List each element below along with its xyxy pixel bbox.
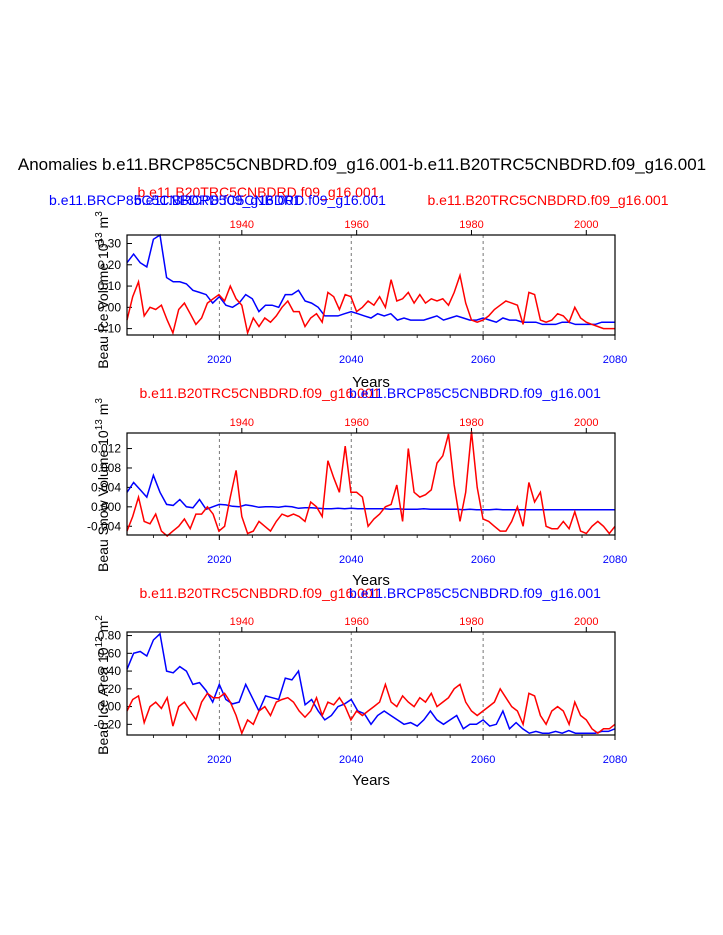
y-tick-label: -0.20 <box>94 717 122 731</box>
panel-top-label: b.e11.B20TRC5CNBDRD.f09_g16.001 <box>140 585 381 601</box>
top-tick-label: 1980 <box>459 417 483 429</box>
panel-top-label: b.e11.BRCP85C5CNBDRD.f09_g16.001 <box>134 192 386 208</box>
top-tick-label: 1960 <box>344 616 368 628</box>
bottom-tick-label: 2040 <box>339 754 363 766</box>
y-axis-label: Beau Ice Volume 1013 m3 <box>94 211 111 369</box>
x-axis-label: Years <box>352 374 390 391</box>
top-tick-label: 2000 <box>574 219 598 231</box>
y-tick-label: -0.10 <box>94 322 122 336</box>
top-tick-label: 1980 <box>459 219 483 231</box>
bottom-tick-label: 2080 <box>603 354 627 366</box>
top-tick-label: 1940 <box>230 219 254 231</box>
y-tick-label: 0.004 <box>91 480 121 494</box>
panel-snow: b.e11.B20TRC5CNBDRD.f09_g16.001b.e11.BRC… <box>87 385 627 589</box>
top-tick-label: 1940 <box>230 616 254 628</box>
top-tick-label: 1960 <box>344 219 368 231</box>
panel-top-label: b.e11.B20TRC5CNBDRD.f09_g16.001 <box>140 385 381 401</box>
plot-frame <box>126 234 616 336</box>
y-tick-label: 0.30 <box>98 237 122 251</box>
plot-frame <box>126 631 616 736</box>
y-tick-label: 0.012 <box>91 442 121 456</box>
y-axis-label: Beau Snow Volume 1013 m3 <box>94 398 111 572</box>
bottom-tick-label: 2020 <box>207 754 231 766</box>
panel-top-label: b.e11.BRCP85C5CNBDRD.f09_g16.001 <box>349 385 601 401</box>
y-axis-label: Beau Ice Area 1012 m2 <box>94 615 111 755</box>
panel-top-label: b.e11.B20TRC5CNBDRD.f09_g16.001 <box>138 184 379 200</box>
y-tick-label: 0.20 <box>98 682 122 696</box>
panel-top-label: b.e11.BRCP85C5CNBDRD.f09_g16.001 <box>49 192 301 208</box>
bottom-tick-label: 2040 <box>339 354 363 366</box>
bottom-tick-label: 2060 <box>471 754 495 766</box>
bottom-tick-label: 2080 <box>603 754 627 766</box>
series-line-blue <box>126 233 615 326</box>
top-tick-label: 2000 <box>574 417 598 429</box>
x-axis-label: Years <box>352 572 390 589</box>
y-tick-label: 0.00 <box>98 700 122 714</box>
top-tick-label: 1960 <box>344 417 368 429</box>
top-tick-label: 2000 <box>574 616 598 628</box>
y-tick-label: 0.00 <box>98 300 122 314</box>
top-tick-label: 1980 <box>459 616 483 628</box>
bottom-tick-label: 2060 <box>471 554 495 566</box>
y-tick-label: 0.000 <box>91 500 121 514</box>
y-tick-label: 0.60 <box>98 646 122 660</box>
panel-area: b.e11.B20TRC5CNBDRD.f09_g16.001b.e11.BRC… <box>94 585 628 789</box>
y-tick-label: -0.004 <box>87 519 121 533</box>
panel-volume: b.e11.B20TRC5CNBDRD.f09_g16.001b.e11.BRC… <box>49 184 669 391</box>
y-tick-label: 0.008 <box>91 461 121 475</box>
y-tick-label: 0.20 <box>98 258 122 272</box>
top-tick-label: 1940 <box>230 417 254 429</box>
bottom-tick-label: 2040 <box>339 554 363 566</box>
bottom-tick-label: 2080 <box>603 554 627 566</box>
main-title: Anomalies b.e11.BRCP85C5CNBDRD.f09_g16.0… <box>17 155 707 174</box>
plot-frame <box>126 432 616 536</box>
panel-top-label: b.e11.B20TRC5CNBDRD.f09_g16.001 <box>428 192 669 208</box>
bottom-tick-label: 2020 <box>207 354 231 366</box>
y-tick-label: 0.40 <box>98 664 122 678</box>
panel-top-label: b.e11.BRCP85C5CNBDRD.f09_g16.001 <box>349 585 601 601</box>
y-tick-label: 0.10 <box>98 279 122 293</box>
bottom-tick-label: 2060 <box>471 354 495 366</box>
series-line-red <box>126 681 616 736</box>
x-axis-label: Years <box>352 772 390 789</box>
bottom-tick-label: 2020 <box>207 554 231 566</box>
series-line-red <box>126 431 616 537</box>
series-line-red <box>126 272 615 336</box>
y-tick-label: 0.80 <box>98 629 122 643</box>
